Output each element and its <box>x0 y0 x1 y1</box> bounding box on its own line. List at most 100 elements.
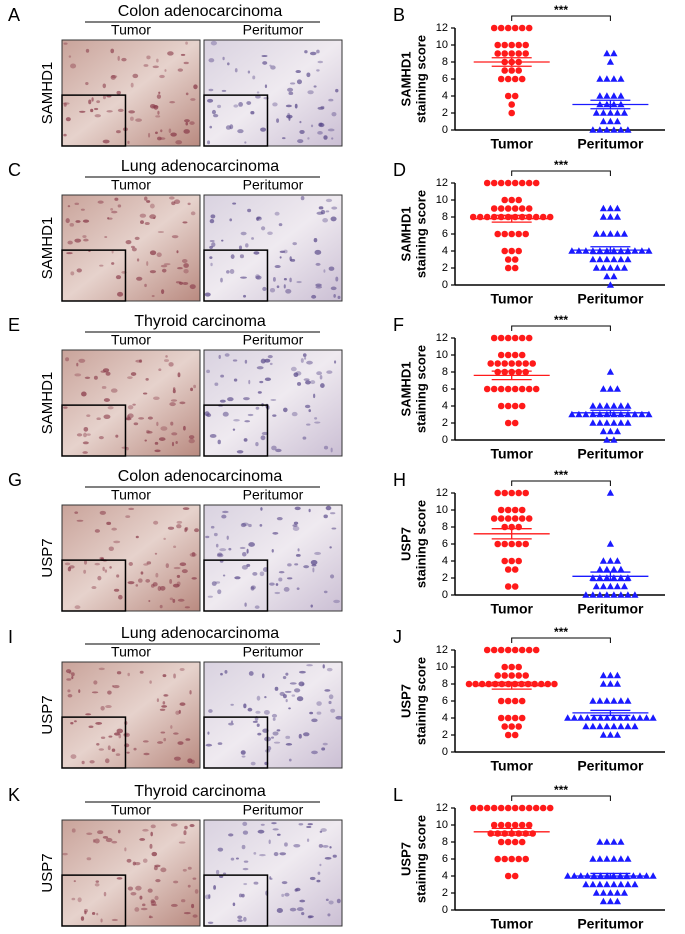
tissue-texture <box>115 275 122 280</box>
tissue-texture <box>163 359 170 362</box>
tissue-texture <box>111 527 117 531</box>
y-tick-label: 4 <box>442 712 448 724</box>
tissue-texture <box>241 844 246 850</box>
histology-image <box>61 194 201 302</box>
tissue-texture <box>271 548 274 553</box>
data-point <box>589 419 597 426</box>
data-point <box>490 804 498 812</box>
data-point <box>515 360 522 367</box>
tissue-texture <box>335 88 339 93</box>
data-point <box>518 24 526 32</box>
tissue-texture <box>229 268 235 274</box>
tissue-texture <box>146 430 153 434</box>
tissue-texture <box>127 413 134 419</box>
tissue-texture <box>242 551 247 557</box>
data-point <box>599 109 607 116</box>
tissue-texture <box>94 562 101 566</box>
tissue-texture <box>255 275 262 280</box>
tissue-texture <box>80 208 85 211</box>
tissue-texture <box>132 403 136 406</box>
data-point <box>508 109 515 117</box>
tissue-texture <box>173 545 177 549</box>
data-point <box>490 334 498 342</box>
tissue-texture <box>244 141 247 144</box>
tissue-texture <box>164 69 167 72</box>
y-tick-label: 12 <box>436 332 448 344</box>
tissue-texture <box>218 354 221 359</box>
data-point <box>624 126 632 133</box>
panel-title: Thyroid carcinoma <box>134 783 266 800</box>
tissue-texture <box>172 583 180 588</box>
data-point <box>613 204 621 212</box>
tissue-texture <box>307 137 310 140</box>
data-point <box>610 697 618 704</box>
data-point <box>504 506 512 514</box>
tissue-texture <box>83 432 87 438</box>
data-point <box>596 126 604 133</box>
tissue-texture <box>276 118 280 123</box>
tissue-texture <box>325 898 329 902</box>
tissue-texture <box>304 404 311 409</box>
tissue-texture <box>156 421 159 427</box>
y-axis-label: USP7 <box>398 527 413 561</box>
data-point <box>610 49 618 57</box>
tissue-texture <box>187 202 191 206</box>
data-point <box>504 402 512 410</box>
tissue-texture <box>175 281 182 284</box>
tissue-texture <box>314 417 318 420</box>
y-tick-label: 10 <box>436 819 448 831</box>
data-point <box>504 838 512 846</box>
tissue-texture <box>284 842 288 847</box>
tissue-texture <box>220 672 223 676</box>
tissue-texture <box>106 521 112 525</box>
data-point <box>603 402 611 409</box>
data-point <box>497 385 505 393</box>
tissue-texture <box>209 434 217 438</box>
tissue-texture <box>65 218 70 224</box>
data-point <box>494 360 502 367</box>
data-point <box>606 897 614 905</box>
data-point <box>490 179 498 187</box>
tissue-texture <box>226 270 230 274</box>
tissue-texture <box>303 565 310 569</box>
data-point <box>511 419 519 427</box>
data-point <box>617 880 625 888</box>
tissue-texture <box>156 252 162 258</box>
data-point <box>599 557 607 564</box>
data-point <box>497 402 505 410</box>
tissue-texture <box>322 218 329 223</box>
tissue-texture <box>259 523 263 527</box>
tissue-texture <box>107 745 111 751</box>
data-point <box>603 75 611 82</box>
tissue-texture <box>272 532 279 535</box>
tissue-texture <box>260 435 266 441</box>
tissue-texture <box>314 249 322 255</box>
column-label: Tumor <box>111 644 151 660</box>
tissue-texture <box>217 439 221 445</box>
tissue-texture <box>84 910 87 915</box>
tissue-texture <box>298 733 302 739</box>
tissue-texture <box>316 879 321 883</box>
tissue-texture <box>234 576 241 580</box>
tissue-texture <box>296 79 302 85</box>
tissue-texture <box>102 368 110 373</box>
data-point <box>529 360 536 367</box>
tissue-texture <box>246 563 251 567</box>
tissue-texture <box>183 129 190 134</box>
data-point <box>617 591 625 598</box>
histology-image <box>203 349 343 457</box>
tissue-texture <box>207 595 213 598</box>
tissue-texture <box>118 733 122 739</box>
tissue-texture <box>150 824 156 829</box>
tissue-texture <box>310 604 313 608</box>
tissue-texture <box>68 565 75 569</box>
tissue-texture <box>161 268 167 273</box>
data-point <box>620 582 628 590</box>
panel-letter: E <box>8 315 20 335</box>
tissue-texture <box>330 708 336 713</box>
data-point <box>511 92 519 100</box>
tissue-texture <box>146 55 151 60</box>
data-point <box>518 75 526 83</box>
tissue-texture <box>82 219 90 223</box>
tissue-texture <box>83 238 89 242</box>
